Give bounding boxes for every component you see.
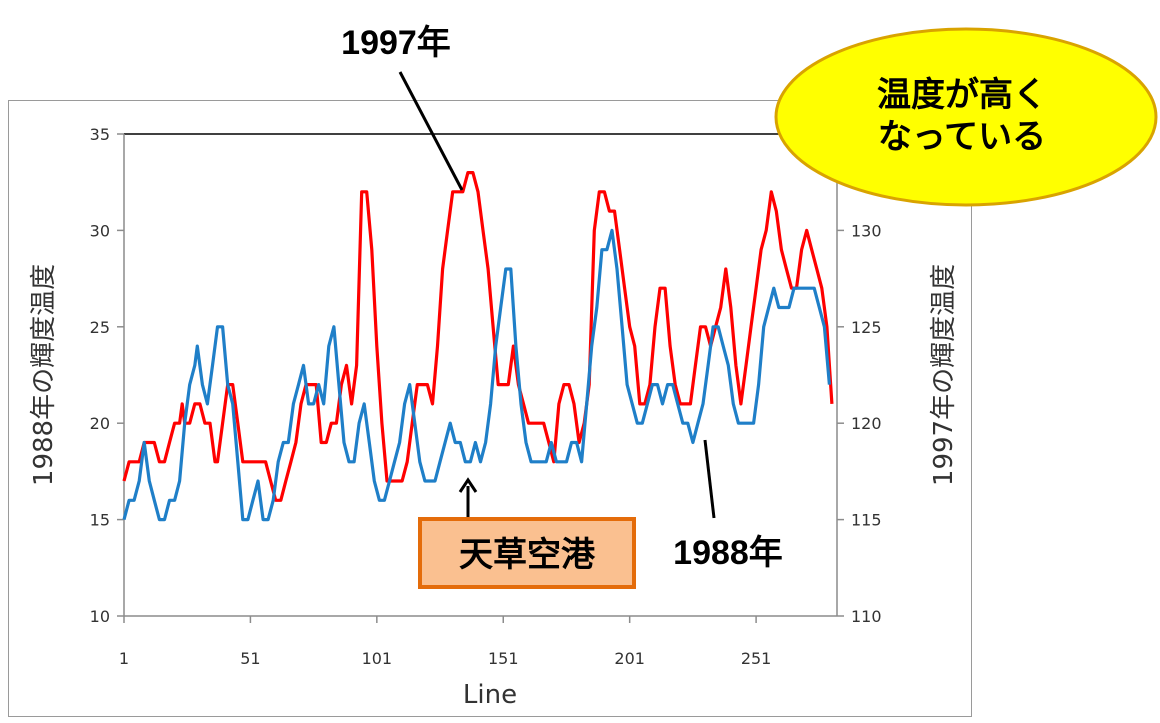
left-axis-ticks: 10 15 20 25 30 35 (90, 125, 124, 626)
x-tick-label: 1 (119, 649, 129, 668)
x-tick-label: 201 (614, 649, 645, 668)
left-tick-label: 20 (90, 414, 110, 433)
right-tick-label: 115 (851, 511, 882, 530)
right-tick-label: 130 (851, 221, 882, 240)
x-tick-label: 151 (488, 649, 519, 668)
callout-ellipse (774, 27, 1158, 207)
left-tick-label: 30 (90, 221, 110, 240)
x-tick-label: 251 (741, 649, 772, 668)
label-1988: 1988年 (673, 534, 783, 572)
airport-box (418, 517, 636, 589)
series-1997-line (122, 171, 834, 502)
series-1988-line (122, 228, 831, 522)
y-axis-left-title: 1988年の輝度温度 (29, 264, 59, 486)
callout-line-2: なっている (878, 117, 1046, 157)
left-tick-label: 25 (90, 318, 110, 337)
airport-label: 天草空港 (459, 535, 596, 575)
right-tick-label: 125 (851, 318, 882, 337)
x-tick-label: 51 (240, 649, 260, 668)
x-axis-title: Line (463, 680, 517, 710)
x-axis-ticks: 1 51 101 151 201 251 (119, 616, 771, 668)
label-1997: 1997年 (341, 24, 451, 62)
callout-line-1: 温度が高く (877, 75, 1047, 115)
left-tick-label: 35 (90, 125, 110, 144)
right-axis-ticks: 110 115 120 125 130 (837, 221, 882, 626)
x-tick-label: 101 (362, 649, 393, 668)
airport-arrow-head (458, 477, 478, 493)
right-tick-label: 120 (851, 414, 882, 433)
right-tick-label: 110 (851, 607, 882, 626)
y-axis-right-title: 1997年の輝度温度 (929, 264, 959, 486)
left-tick-label: 10 (90, 607, 110, 626)
pointer-1997 (398, 71, 464, 191)
left-tick-label: 15 (90, 511, 110, 530)
pointer-1988 (703, 439, 716, 519)
